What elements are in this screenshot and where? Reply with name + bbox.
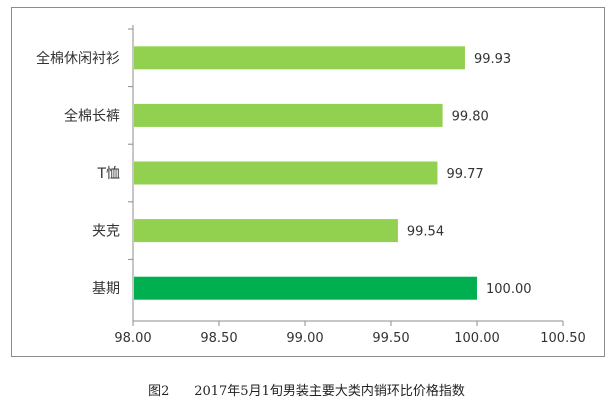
category-label: 全棉休闲衬衫: [36, 50, 120, 67]
x-tick-label: 99.00: [286, 331, 323, 346]
bar: [134, 161, 438, 185]
bar: [134, 46, 465, 70]
figure-caption: 图2 2017年5月1旬男装主要大类内销环比价格指数: [0, 380, 613, 399]
category-label: 夹克: [92, 224, 120, 240]
x-tick-label: 99.50: [372, 331, 409, 346]
x-tick-label: 98.50: [200, 331, 237, 346]
bar: [134, 219, 398, 243]
bar: [134, 276, 477, 300]
category-label: T恤: [96, 166, 120, 182]
data-label: 99.54: [407, 225, 444, 240]
x-tick-label: 100.00: [454, 331, 500, 346]
category-label: 全棉长裤: [64, 107, 120, 124]
bar: [134, 103, 443, 127]
x-tick-label: 100.50: [540, 331, 586, 346]
data-label: 100.00: [486, 282, 532, 297]
data-label: 99.80: [452, 109, 489, 124]
figure-title: 2017年5月1旬男装主要大类内销环比价格指数: [194, 384, 465, 399]
data-label: 99.93: [474, 52, 511, 67]
data-label: 99.77: [446, 167, 483, 182]
bar-chart: 98.00 98.50 99.00 99.50 100.00 100.50 全棉休闲衬衫 99…: [36, 25, 586, 346]
x-tick-label: 98.00: [114, 331, 151, 346]
figure-label: 图2: [148, 384, 170, 399]
category-label: 基期: [92, 280, 120, 297]
